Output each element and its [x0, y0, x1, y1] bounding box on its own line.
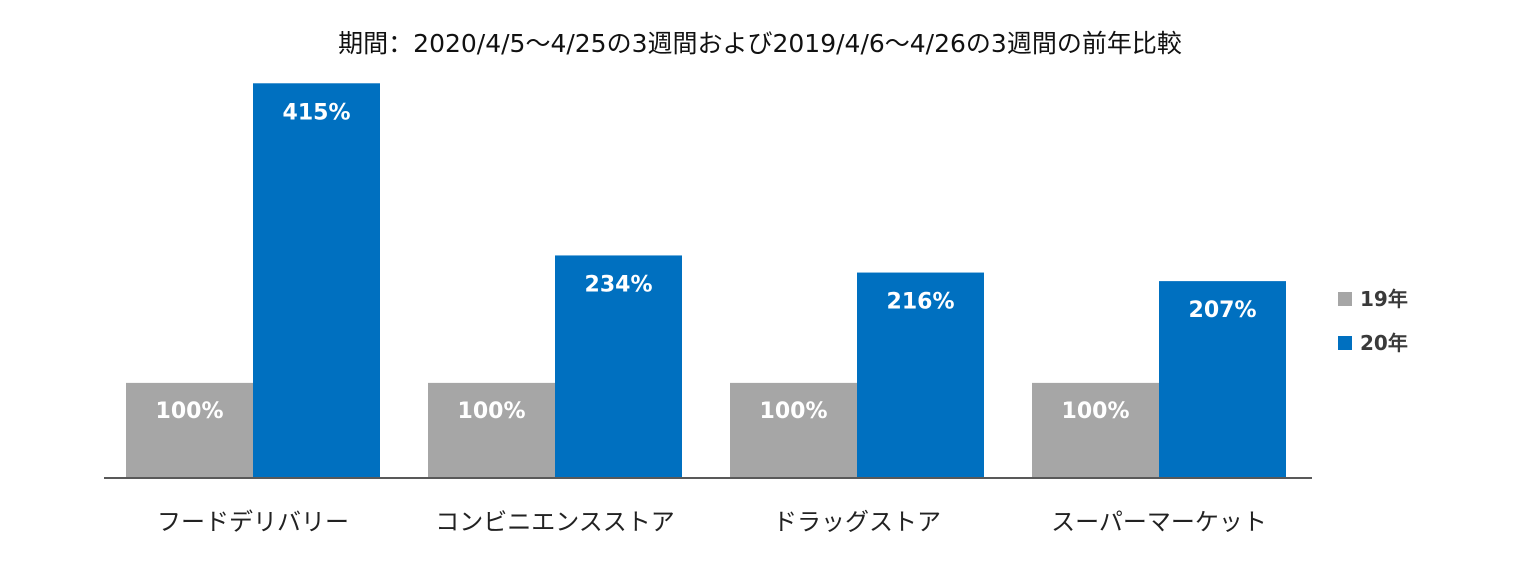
bar-curr-year-3	[1159, 281, 1286, 478]
legend: 19年 20年	[1338, 287, 1408, 355]
bar-value-label: 100%	[1062, 399, 1130, 424]
bar-value-label: 415%	[283, 100, 351, 125]
bar-prev-year-2	[730, 382, 857, 478]
bar-prev-year-0	[126, 382, 253, 478]
bar-value-label: 100%	[156, 399, 224, 424]
category-label: フードデリバリー	[157, 508, 349, 536]
bar-value-label: 100%	[458, 399, 526, 424]
legend-swatch-1	[1338, 336, 1352, 350]
bar-curr-year-0	[253, 83, 380, 479]
bar-value-label: 100%	[760, 399, 828, 424]
chart-title: 期間：2020/4/5～4/25の3週間および2019/4/6～4/26の3週間…	[338, 29, 1182, 58]
category-label: コンビニエンスストア	[435, 508, 675, 536]
legend-swatch-0	[1338, 292, 1352, 306]
bar-value-label: 216%	[887, 290, 955, 315]
bar-curr-year-2	[857, 272, 984, 478]
bar-prev-year-1	[428, 382, 555, 478]
legend-label-0: 19年	[1360, 287, 1408, 311]
category-label: スーパーマーケット	[1051, 508, 1267, 536]
bar-value-label: 234%	[585, 272, 653, 297]
labels-layer: 100% 415% フードデリバリー 100% 234% コンビニエンスストア 100% 21…	[156, 100, 1267, 536]
legend-label-1: 20年	[1360, 331, 1408, 355]
bar-value-label: 207%	[1189, 298, 1257, 323]
bars-layer	[126, 83, 1286, 479]
bar-curr-year-1	[555, 255, 682, 478]
bar-prev-year-3	[1032, 382, 1159, 478]
category-label: ドラッグストア	[773, 508, 941, 536]
